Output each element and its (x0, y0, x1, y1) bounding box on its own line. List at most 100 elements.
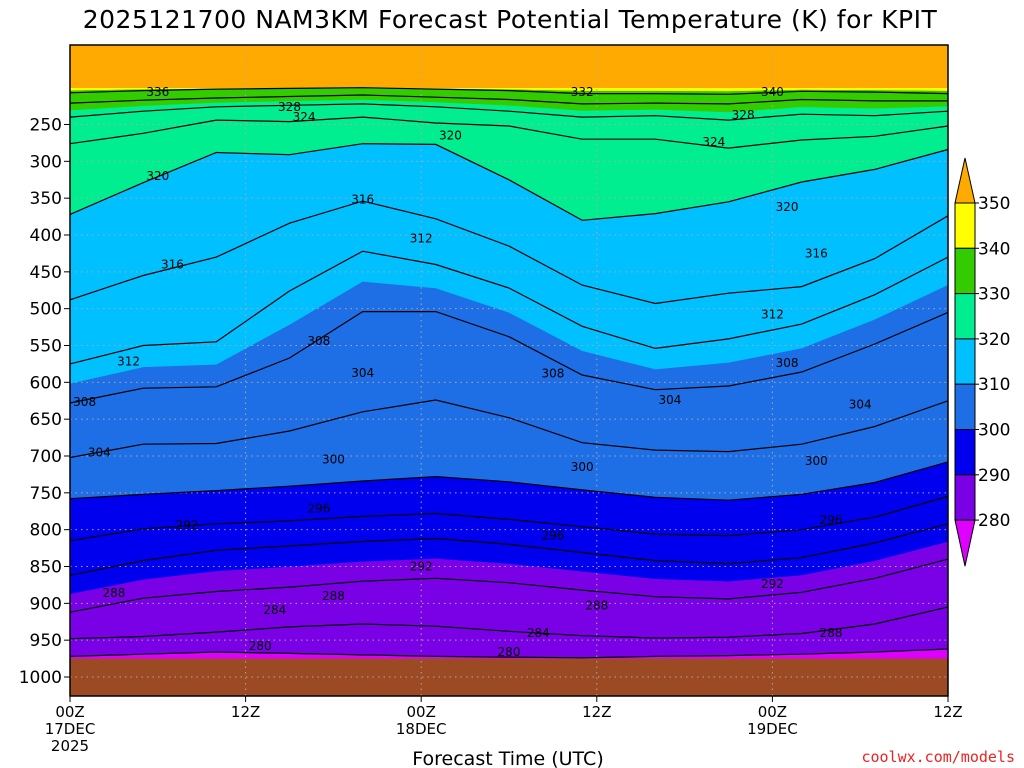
colorbar-label: 340 (978, 239, 1010, 259)
contour-label: 316 (161, 257, 184, 271)
x-tick-label: 00Z (407, 703, 436, 721)
colorbar-segment (954, 202, 976, 249)
isentrope-304 (69, 399, 949, 459)
contour-label: 296 (307, 501, 330, 515)
contour-label: 284 (527, 626, 550, 640)
colorbar-label: 280 (978, 511, 1010, 531)
y-tick-label: 300 (30, 152, 62, 172)
contour-label: 328 (732, 108, 755, 122)
contour-label: 288 (322, 589, 345, 603)
x-tick-label: 12Z (231, 703, 260, 721)
colorbar-segment (954, 293, 976, 340)
contour-label: 320 (776, 200, 799, 214)
contour-label: 300 (322, 453, 345, 467)
contour-label: 284 (263, 603, 286, 617)
y-tick-label: 800 (30, 521, 62, 541)
contour-label: 308 (73, 395, 96, 409)
isentrope-300 (69, 461, 949, 501)
colorbar-label: 330 (978, 285, 1010, 305)
y-tick-label: 550 (30, 337, 62, 357)
y-tick-label: 700 (30, 447, 62, 467)
colorbar-label: 350 (978, 194, 1010, 214)
y-tick-label: 650 (30, 410, 62, 430)
colorbar-label: 290 (978, 466, 1010, 486)
x-tick-label: 2025 (51, 737, 89, 755)
y-tick-label: 950 (30, 631, 62, 651)
contour-label: 308 (307, 334, 330, 348)
contour-label: 324 (293, 110, 316, 124)
contour-label: 292 (176, 518, 199, 532)
contour-label: 312 (410, 232, 433, 246)
colorbar-segment (954, 383, 976, 431)
colorbar-label: 310 (978, 375, 1010, 395)
contour-label: 280 (498, 645, 521, 659)
theta-filled-contours (69, 44, 949, 697)
y-tick-label: 600 (30, 373, 62, 393)
isentrope-312 (69, 250, 949, 365)
colorbar-extend-low (954, 519, 976, 567)
y-tick-label: 350 (30, 189, 62, 209)
x-tick-label: 00Z (758, 703, 787, 721)
x-tick-label: 18DEC (396, 720, 447, 738)
contour-labels: 336 332 3403283283243243203203203163163163… (73, 85, 871, 659)
contour-label: 300 (805, 454, 828, 468)
isentrope-296 (69, 495, 949, 542)
contour-label: 288 (819, 626, 842, 640)
contour-label: 328 (278, 100, 301, 114)
x-tick-label: 12Z (582, 703, 611, 721)
y-tick-label: 450 (30, 263, 62, 283)
isentrope-288 (69, 558, 949, 613)
colorbar-segment (954, 247, 976, 295)
contour-label: 280 (249, 639, 272, 653)
theta-band-8 (69, 44, 949, 88)
contour-label: 316 (351, 193, 374, 207)
contour-label: 308 (776, 356, 799, 370)
plot-frame (69, 44, 949, 697)
colorbar: 280 290 300 310 320 330 340 350 (954, 157, 1010, 567)
x-tick-label: 12Z (933, 703, 962, 721)
contour-label: 292 (410, 560, 433, 574)
contour-label: 304 (849, 397, 872, 411)
x-axis-label: Forecast Time (UTC) (412, 748, 603, 768)
x-tick-label: 19DEC (747, 720, 798, 738)
y-tick-label: 400 (30, 226, 62, 246)
contour-label: 296 (819, 513, 842, 527)
terrain-block (70, 658, 948, 696)
y-tick-label: 750 (30, 484, 62, 504)
contour-label: 320 (439, 129, 462, 143)
contour-label: 304 (659, 393, 682, 407)
contour-label: 340 (761, 85, 784, 99)
isentrope-292 (69, 523, 949, 576)
contour-label: 296 (541, 529, 564, 543)
y-tick-label: 1000 (19, 668, 62, 688)
y-tick-label: 250 (30, 116, 62, 136)
isentrope-332 (69, 94, 948, 105)
chart-title: 2025121700 NAM3KM Forecast Potential Tem… (83, 5, 938, 34)
contour-label: 312 (761, 308, 784, 322)
credit-link[interactable]: coolwx.com/models (861, 748, 1015, 766)
y-tick-label: 900 (30, 594, 62, 614)
isentrope-284 (69, 606, 949, 640)
contour-label: 320 (146, 169, 169, 183)
contour-label: 288 (585, 599, 608, 613)
contour-label: 304 (351, 366, 374, 380)
colorbar-segment (954, 429, 976, 476)
contour-label: 332 (571, 85, 594, 99)
colorbar-segment (954, 474, 976, 521)
contour-label: 312 (117, 355, 140, 369)
isentrope-328 (69, 103, 949, 121)
contour-label: 336 (146, 85, 169, 99)
y-tick-label: 850 (30, 558, 62, 578)
x-tick-label: 17DEC (45, 720, 96, 738)
colorbar-label: 320 (978, 330, 1010, 350)
isentrope-280 (69, 648, 949, 659)
contour-label: 288 (102, 586, 125, 600)
isentrope-316 (69, 200, 949, 305)
contour-label: 304 (88, 445, 111, 459)
contour-label: 324 (702, 135, 725, 149)
y-axis-ticks: 250 300 350 400 450 500 550 600 650 700 750 800 850 9… (19, 116, 70, 688)
contour-label: 292 (761, 577, 784, 591)
x-tick-label: 00Z (55, 703, 84, 721)
